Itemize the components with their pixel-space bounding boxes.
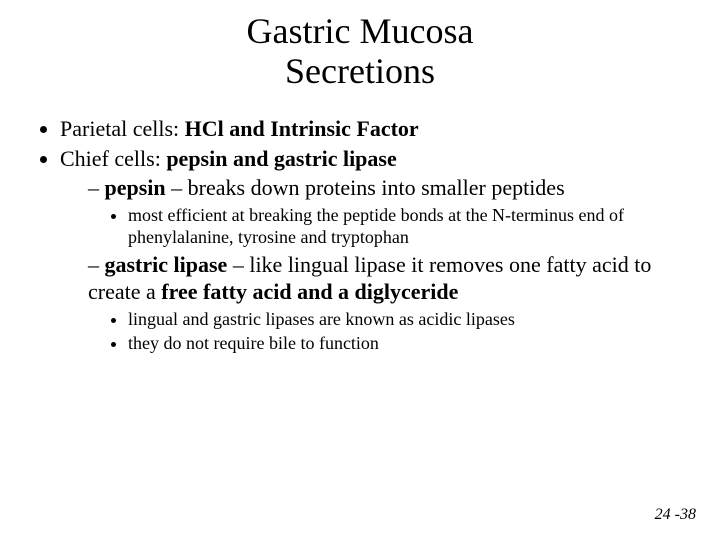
bullet-bold: pepsin bbox=[105, 175, 166, 200]
list-item: they do not require bile to function bbox=[128, 332, 696, 355]
list-item: Chief cells: pepsin and gastric lipase p… bbox=[60, 145, 696, 355]
list-item: gastric lipase – like lingual lipase it … bbox=[88, 251, 696, 355]
bullet-text: lingual and gastric lipases are known as… bbox=[128, 309, 515, 329]
title-line-2: Secretions bbox=[285, 51, 435, 91]
list-item: lingual and gastric lipases are known as… bbox=[128, 308, 696, 331]
title-line-1: Gastric Mucosa bbox=[247, 11, 474, 51]
slide-number: 24 -38 bbox=[655, 506, 696, 524]
bullet-bold: free fatty acid and a diglyceride bbox=[161, 279, 458, 304]
bullet-bold: gastric lipase bbox=[105, 252, 228, 277]
list-item: pepsin – breaks down proteins into small… bbox=[88, 174, 696, 249]
list-item: Parietal cells: HCl and Intrinsic Factor bbox=[60, 115, 696, 143]
sub-list: pepsin – breaks down proteins into small… bbox=[60, 174, 696, 355]
sub-sub-list: lingual and gastric lipases are known as… bbox=[88, 308, 696, 355]
sub-sub-list: most efficient at breaking the peptide b… bbox=[88, 204, 696, 249]
bullet-text: Chief cells: bbox=[60, 146, 166, 171]
bullet-bold: pepsin and gastric lipase bbox=[166, 146, 396, 171]
bullet-list: Parietal cells: HCl and Intrinsic Factor… bbox=[24, 115, 696, 355]
bullet-text: most efficient at breaking the peptide b… bbox=[128, 205, 624, 248]
bullet-text: they do not require bile to function bbox=[128, 333, 379, 353]
slide: { "title": { "line1": "Gastric Mucosa", … bbox=[0, 0, 720, 540]
slide-title: Gastric Mucosa Secretions bbox=[24, 12, 696, 91]
bullet-bold: HCl and Intrinsic Factor bbox=[185, 116, 419, 141]
list-item: most efficient at breaking the peptide b… bbox=[128, 204, 696, 249]
bullet-text: – breaks down proteins into smaller pept… bbox=[166, 175, 565, 200]
bullet-text: Parietal cells: bbox=[60, 116, 185, 141]
